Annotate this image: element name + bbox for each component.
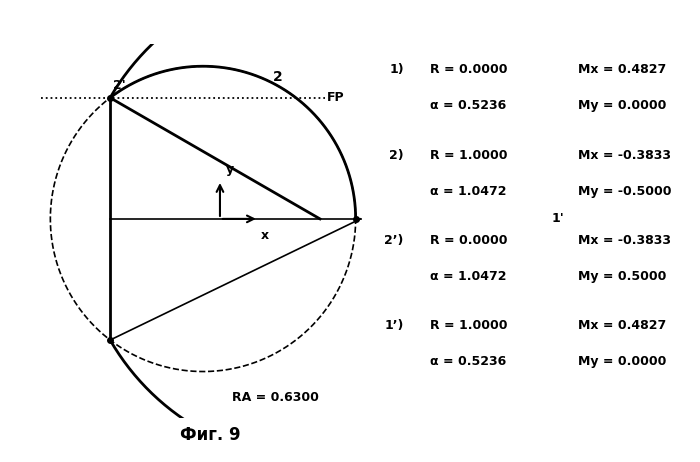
- Text: 1': 1': [552, 213, 565, 225]
- Text: α = 1.0472: α = 1.0472: [430, 270, 506, 283]
- Text: α = 0.5236: α = 0.5236: [430, 99, 506, 112]
- Text: Mx = 0.4827: Mx = 0.4827: [578, 63, 666, 77]
- Text: α = 0.5236: α = 0.5236: [430, 355, 506, 368]
- Text: Mx = -0.3833: Mx = -0.3833: [578, 234, 671, 247]
- Text: R = 1.0000: R = 1.0000: [430, 149, 507, 162]
- Text: 2’): 2’): [384, 234, 404, 247]
- Text: 2): 2): [389, 149, 404, 162]
- Text: R = 0.0000: R = 0.0000: [430, 234, 507, 247]
- Text: 2: 2: [273, 70, 283, 84]
- Text: R = 0.0000: R = 0.0000: [430, 63, 507, 77]
- Text: RA = 0.6300: RA = 0.6300: [232, 390, 319, 404]
- Text: My = 0.0000: My = 0.0000: [578, 99, 666, 112]
- Text: Фиг. 9: Фиг. 9: [180, 426, 240, 444]
- Text: 1’): 1’): [384, 319, 404, 332]
- Text: FP: FP: [328, 91, 345, 104]
- Text: My = 0.5000: My = 0.5000: [578, 270, 666, 283]
- Text: 1): 1): [389, 63, 404, 77]
- Text: Mx = -0.3833: Mx = -0.3833: [578, 149, 671, 162]
- Text: y: y: [226, 164, 234, 176]
- Text: My = 0.0000: My = 0.0000: [578, 355, 666, 368]
- Text: My = -0.5000: My = -0.5000: [578, 185, 671, 198]
- Text: 2': 2': [113, 79, 125, 91]
- Text: Mx = 0.4827: Mx = 0.4827: [578, 319, 666, 332]
- Text: α = 1.0472: α = 1.0472: [430, 185, 506, 198]
- Text: R = 1.0000: R = 1.0000: [430, 319, 507, 332]
- Text: x: x: [260, 229, 269, 242]
